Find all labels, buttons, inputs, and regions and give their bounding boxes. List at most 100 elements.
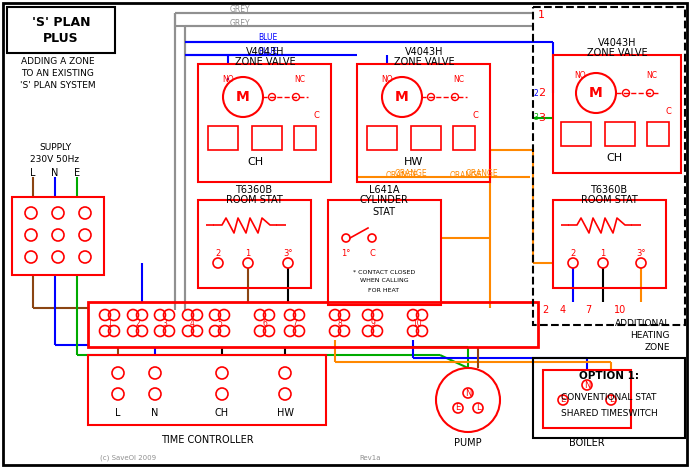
Text: V4043H: V4043H bbox=[405, 47, 443, 57]
Text: C: C bbox=[472, 110, 478, 119]
Text: TIME CONTROLLER: TIME CONTROLLER bbox=[161, 435, 253, 445]
Text: NO: NO bbox=[574, 72, 586, 80]
Text: NO: NO bbox=[222, 75, 234, 85]
Text: T6360B: T6360B bbox=[235, 185, 273, 195]
Text: WHEN CALLING: WHEN CALLING bbox=[359, 278, 408, 284]
Bar bbox=[357, 64, 490, 182]
Text: L641A: L641A bbox=[368, 185, 400, 195]
Text: 7: 7 bbox=[585, 305, 591, 315]
Text: 2: 2 bbox=[135, 319, 140, 328]
Text: 2: 2 bbox=[215, 249, 221, 257]
Text: ZONE VALVE: ZONE VALVE bbox=[394, 57, 454, 67]
Text: 'S' PLAN SYSTEM: 'S' PLAN SYSTEM bbox=[20, 81, 96, 90]
Text: 7: 7 bbox=[292, 319, 297, 328]
Text: M: M bbox=[236, 90, 250, 104]
Text: N: N bbox=[584, 380, 590, 389]
Text: ADDING A ZONE: ADDING A ZONE bbox=[21, 58, 95, 66]
Text: 3°: 3° bbox=[284, 249, 293, 257]
Text: NC: NC bbox=[647, 72, 658, 80]
Text: 1°: 1° bbox=[342, 249, 351, 258]
Text: 2: 2 bbox=[571, 249, 575, 257]
Bar bbox=[411, 126, 441, 150]
Text: ROOM STAT: ROOM STAT bbox=[580, 195, 638, 205]
Text: ZONE: ZONE bbox=[644, 343, 670, 351]
Text: ADDITIONAL: ADDITIONAL bbox=[615, 319, 670, 328]
Text: (c) SaveOI 2009: (c) SaveOI 2009 bbox=[100, 455, 156, 461]
Text: ROOM STAT: ROOM STAT bbox=[226, 195, 282, 205]
Text: ORANGE: ORANGE bbox=[450, 171, 482, 181]
Text: L: L bbox=[30, 168, 36, 178]
Text: 1: 1 bbox=[600, 249, 606, 257]
Text: 9: 9 bbox=[370, 319, 375, 328]
Bar bbox=[208, 126, 238, 150]
Text: V4043H: V4043H bbox=[246, 47, 284, 57]
Text: 1: 1 bbox=[538, 10, 545, 20]
Text: 1: 1 bbox=[107, 319, 112, 328]
Text: T6360B: T6360B bbox=[591, 185, 628, 195]
Text: C: C bbox=[313, 110, 319, 119]
Text: ZONE VALVE: ZONE VALVE bbox=[586, 48, 647, 58]
Text: PLUS: PLUS bbox=[43, 31, 79, 44]
Bar bbox=[367, 126, 397, 150]
Text: C: C bbox=[369, 249, 375, 258]
Bar bbox=[198, 200, 311, 288]
Text: CH: CH bbox=[215, 408, 229, 418]
Text: TO AN EXISTING: TO AN EXISTING bbox=[21, 70, 95, 79]
Text: CONVENTIONAL STAT: CONVENTIONAL STAT bbox=[561, 394, 657, 402]
Text: BLUE: BLUE bbox=[258, 34, 277, 43]
Text: HW: HW bbox=[404, 157, 424, 167]
Bar bbox=[294, 126, 316, 150]
Text: 10: 10 bbox=[413, 319, 422, 328]
Bar bbox=[328, 200, 441, 305]
Text: CH: CH bbox=[247, 157, 263, 167]
Text: 10: 10 bbox=[614, 305, 626, 315]
Bar bbox=[252, 126, 282, 150]
Text: CYLINDER: CYLINDER bbox=[359, 195, 408, 205]
Text: GREY: GREY bbox=[230, 6, 250, 15]
Text: Rev1a: Rev1a bbox=[359, 455, 381, 461]
Text: 'S' PLAN: 'S' PLAN bbox=[32, 15, 90, 29]
Text: SHARED TIMESWITCH: SHARED TIMESWITCH bbox=[560, 409, 658, 417]
Text: 2: 2 bbox=[538, 88, 545, 98]
Bar bbox=[553, 200, 666, 288]
Text: STAT: STAT bbox=[373, 207, 395, 217]
Text: M: M bbox=[395, 90, 409, 104]
Text: 3°: 3° bbox=[636, 249, 646, 257]
Text: ORANGE: ORANGE bbox=[466, 168, 499, 177]
Text: C: C bbox=[665, 108, 671, 117]
Text: SUPPLY: SUPPLY bbox=[39, 144, 71, 153]
Text: NC: NC bbox=[453, 75, 464, 85]
Text: V4043H: V4043H bbox=[598, 38, 636, 48]
Text: 2: 2 bbox=[542, 305, 548, 315]
Text: ZONE VALVE: ZONE VALVE bbox=[235, 57, 295, 67]
Text: GREY: GREY bbox=[230, 19, 250, 28]
Text: 8: 8 bbox=[337, 319, 342, 328]
Text: NO: NO bbox=[381, 75, 393, 85]
Text: 230V 50Hz: 230V 50Hz bbox=[30, 154, 79, 163]
Text: N: N bbox=[51, 168, 59, 178]
Text: N: N bbox=[465, 388, 471, 397]
Text: 2: 2 bbox=[533, 88, 538, 97]
Bar bbox=[88, 302, 538, 347]
Text: E: E bbox=[74, 168, 80, 178]
Text: 4: 4 bbox=[190, 319, 195, 328]
Text: 3: 3 bbox=[162, 319, 167, 328]
Text: L: L bbox=[475, 403, 480, 412]
Text: BOILER: BOILER bbox=[569, 438, 605, 448]
Text: ORANGE: ORANGE bbox=[386, 171, 418, 181]
Text: HEATING: HEATING bbox=[631, 330, 670, 339]
Bar bbox=[605, 122, 635, 146]
Bar bbox=[88, 355, 326, 425]
Bar bbox=[453, 126, 475, 150]
Bar bbox=[543, 370, 631, 428]
Bar bbox=[533, 358, 685, 438]
Text: 5: 5 bbox=[217, 319, 222, 328]
Text: E: E bbox=[560, 395, 566, 404]
Text: L: L bbox=[609, 395, 613, 404]
Bar bbox=[7, 7, 115, 53]
Text: M: M bbox=[589, 86, 603, 100]
Text: PUMP: PUMP bbox=[454, 438, 482, 448]
Text: 1: 1 bbox=[246, 249, 250, 257]
Bar bbox=[561, 122, 591, 146]
Bar bbox=[533, 7, 685, 325]
